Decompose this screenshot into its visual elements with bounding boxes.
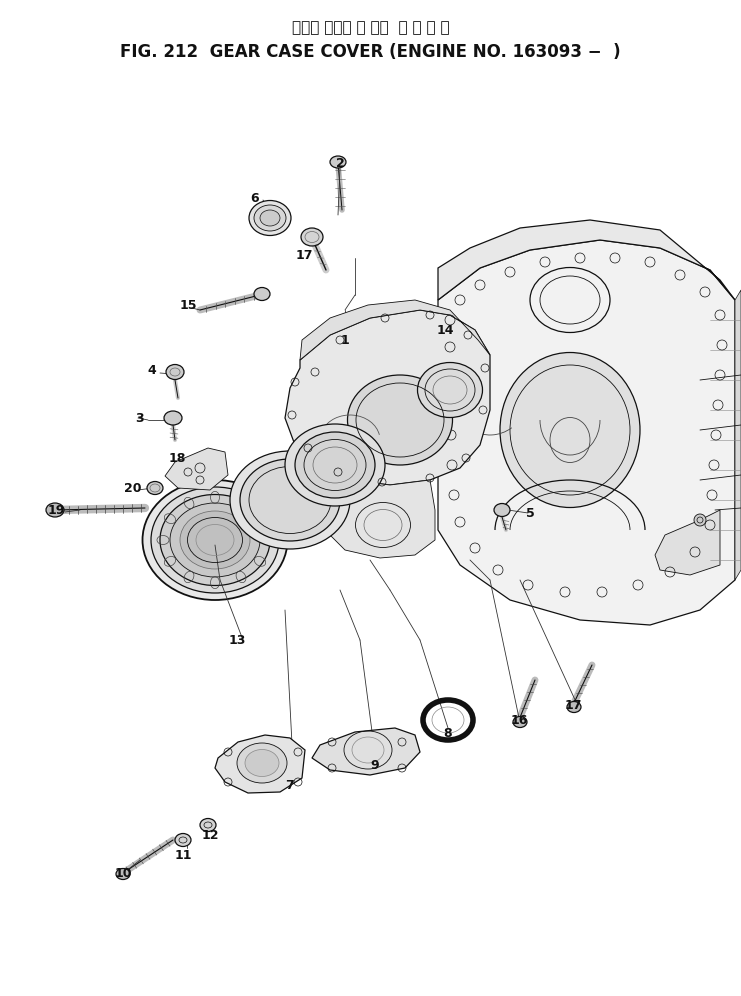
Circle shape — [694, 514, 706, 526]
Ellipse shape — [147, 481, 163, 494]
Text: 10: 10 — [114, 867, 132, 879]
Ellipse shape — [166, 365, 184, 379]
Text: 15: 15 — [179, 299, 197, 312]
Ellipse shape — [46, 503, 64, 517]
Polygon shape — [735, 290, 741, 580]
Text: 20: 20 — [124, 481, 142, 494]
Ellipse shape — [175, 834, 191, 847]
Text: 13: 13 — [228, 633, 246, 646]
Text: 14: 14 — [436, 324, 453, 337]
Polygon shape — [330, 480, 435, 558]
Polygon shape — [165, 448, 228, 490]
Ellipse shape — [567, 701, 581, 712]
Ellipse shape — [164, 411, 182, 425]
Ellipse shape — [116, 869, 130, 879]
Polygon shape — [655, 510, 720, 575]
Text: 4: 4 — [147, 364, 156, 376]
Ellipse shape — [249, 200, 291, 235]
Text: 5: 5 — [525, 507, 534, 520]
Text: 9: 9 — [370, 759, 379, 772]
Ellipse shape — [295, 432, 375, 498]
Ellipse shape — [348, 375, 453, 465]
Ellipse shape — [160, 494, 270, 586]
Polygon shape — [285, 310, 490, 485]
Ellipse shape — [230, 451, 350, 549]
Text: 17: 17 — [564, 698, 582, 711]
Polygon shape — [215, 735, 305, 793]
Text: 3: 3 — [136, 411, 144, 424]
Ellipse shape — [285, 424, 385, 506]
Text: FIG. 212  GEAR CASE COVER (ENGINE NO. 163093 −  ): FIG. 212 GEAR CASE COVER (ENGINE NO. 163… — [120, 43, 621, 61]
Ellipse shape — [170, 503, 260, 577]
Ellipse shape — [180, 511, 250, 569]
Ellipse shape — [330, 156, 346, 168]
Text: 1: 1 — [341, 334, 349, 347]
Ellipse shape — [237, 743, 287, 783]
Text: 17: 17 — [295, 248, 313, 262]
Ellipse shape — [494, 504, 510, 517]
Polygon shape — [438, 240, 735, 625]
Polygon shape — [300, 300, 490, 360]
Ellipse shape — [500, 353, 640, 508]
Text: 16: 16 — [511, 713, 528, 726]
Ellipse shape — [417, 363, 482, 417]
Ellipse shape — [151, 487, 279, 593]
Ellipse shape — [254, 205, 286, 231]
Text: 18: 18 — [168, 451, 186, 464]
Text: 2: 2 — [336, 156, 345, 169]
Text: 7: 7 — [285, 779, 294, 792]
Polygon shape — [312, 728, 420, 775]
Ellipse shape — [301, 228, 323, 246]
Text: 11: 11 — [174, 849, 192, 862]
Ellipse shape — [260, 210, 280, 226]
Text: 19: 19 — [47, 504, 64, 517]
Ellipse shape — [245, 750, 279, 777]
Text: 6: 6 — [250, 191, 259, 204]
Ellipse shape — [254, 288, 270, 301]
Text: ギヤー ケース カ バー  適 用 号 機: ギヤー ケース カ バー 適 用 号 機 — [292, 21, 449, 36]
Ellipse shape — [142, 480, 288, 600]
Ellipse shape — [240, 459, 340, 541]
Ellipse shape — [513, 716, 527, 727]
Polygon shape — [438, 220, 735, 300]
Ellipse shape — [200, 819, 216, 832]
Text: 12: 12 — [202, 829, 219, 842]
Text: 8: 8 — [444, 726, 452, 739]
